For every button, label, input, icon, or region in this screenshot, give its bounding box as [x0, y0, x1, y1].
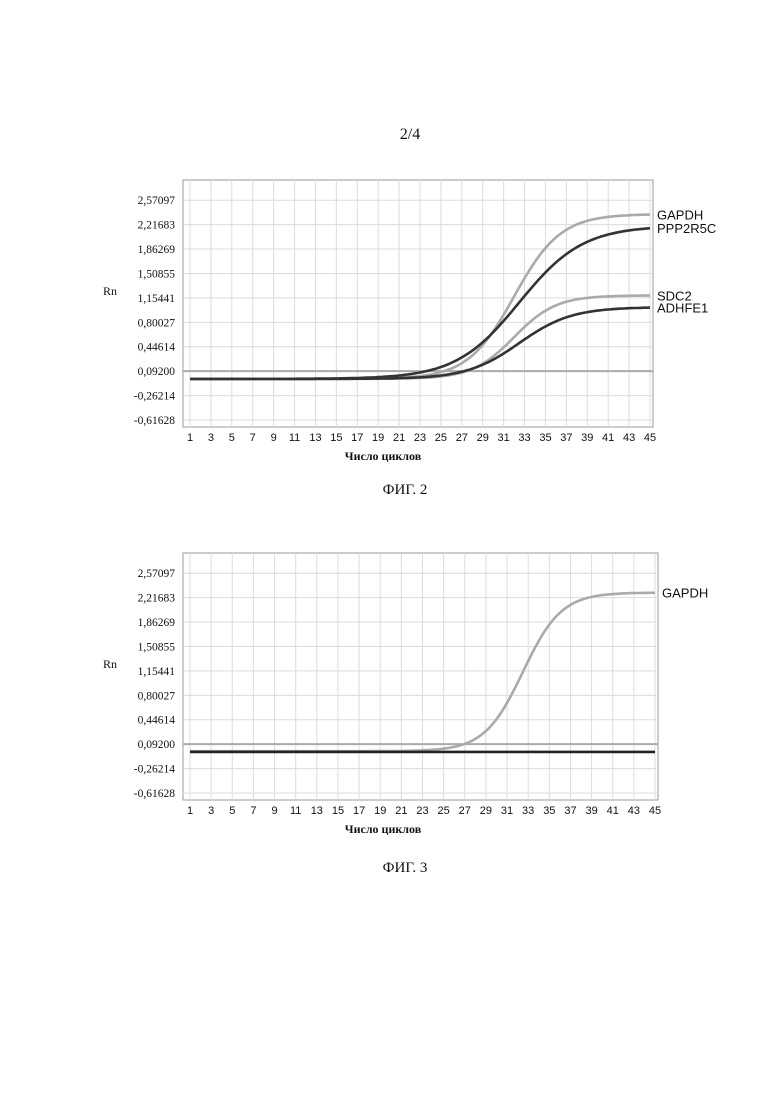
x-tick-label: 27: [459, 805, 471, 817]
x-tick-label: 35: [543, 805, 555, 817]
x-tick-label: 45: [649, 805, 661, 817]
plot-frame: [183, 553, 658, 800]
x-tick-label: 5: [229, 432, 235, 444]
y-tick-label: 2,57097: [138, 195, 176, 207]
x-tick-label: 25: [438, 805, 450, 817]
x-tick-label: 43: [628, 805, 640, 817]
x-tick-label: 9: [271, 432, 277, 444]
x-tick-label: 21: [393, 432, 405, 444]
x-tick-label: 13: [309, 432, 321, 444]
x-tick-label: 1: [187, 805, 193, 817]
y-tick-label: 0,09200: [138, 739, 176, 751]
series-label-gapdh: GAPDH: [662, 586, 708, 601]
x-tick-label: 33: [522, 805, 534, 817]
x-tick-label: 21: [395, 805, 407, 817]
y-tick-label: 2,57097: [138, 568, 176, 580]
y-tick-label: 1,50855: [138, 268, 176, 280]
x-tick-label: 3: [208, 805, 214, 817]
x-tick-label: 31: [501, 805, 513, 817]
x-tick-label: 37: [560, 432, 572, 444]
x-tick-label: 9: [271, 805, 277, 817]
y-tick-label: 0,09200: [138, 366, 176, 378]
plot-frame: [183, 180, 653, 427]
x-tick-label: 19: [374, 805, 386, 817]
y-tick-label: 2,21683: [138, 220, 176, 232]
x-tick-label: 17: [353, 805, 365, 817]
y-tick-label: 2,21683: [138, 593, 176, 605]
series-label-ppp2r5c: PPP2R5C: [657, 221, 716, 236]
x-tick-label: 41: [602, 432, 614, 444]
page-number: 2/4: [0, 126, 780, 144]
x-tick-label: 23: [414, 432, 426, 444]
x-tick-label: 37: [564, 805, 576, 817]
figure-caption-fig3: ФИГ. 3: [0, 860, 780, 877]
y-tick-label: -0,26214: [134, 764, 175, 776]
x-tick-label: 39: [585, 805, 597, 817]
x-tick-label: 15: [332, 805, 344, 817]
y-tick-label: -0,61628: [134, 415, 175, 427]
x-tick-label: 27: [456, 432, 468, 444]
figure-caption-fig2: ФИГ. 2: [0, 482, 780, 499]
x-tick-label: 15: [330, 432, 342, 444]
chart-fig3: 2,57097 2,21683 1,86269 1,50855 1,15441 0,800…: [0, 553, 780, 843]
x-tick-label: 29: [480, 805, 492, 817]
x-tick-label: 11: [289, 432, 300, 444]
x-tick-label: 19: [372, 432, 384, 444]
x-tick-label: 13: [311, 805, 323, 817]
x-tick-label: 41: [607, 805, 619, 817]
x-tick-label: 33: [518, 432, 530, 444]
x-axis-label: Число циклов: [345, 449, 422, 463]
x-tick-label: 35: [539, 432, 551, 444]
x-tick-label: 7: [250, 805, 256, 817]
series-label-adhfe1: ADHFE1: [657, 301, 708, 316]
x-tick-label: 45: [644, 432, 656, 444]
y-tick-label: -0,26214: [134, 391, 175, 403]
x-tick-label: 31: [498, 432, 510, 444]
x-tick-label: 23: [416, 805, 428, 817]
x-tick-label: 5: [229, 805, 235, 817]
x-tick-label: 7: [250, 432, 256, 444]
x-tick-label: 3: [208, 432, 214, 444]
y-tick-label: 1,15441: [138, 293, 176, 305]
y-tick-label: 1,15441: [138, 666, 176, 678]
x-tick-label: 43: [623, 432, 635, 444]
y-tick-label: 1,50855: [138, 641, 176, 653]
chart-fig2: 2,57097 2,21683 1,86269 1,50855 1,15441 0,800…: [0, 180, 780, 470]
y-tick-label: 1,86269: [138, 617, 176, 629]
x-tick-label: 39: [581, 432, 593, 444]
y-axis-label: Rn: [103, 657, 117, 671]
x-tick-label: 29: [477, 432, 489, 444]
x-axis-label: Число циклов: [345, 822, 422, 836]
y-axis-label: Rn: [103, 284, 117, 298]
y-tick-label: 0,80027: [138, 317, 176, 329]
y-tick-label: 0,80027: [138, 690, 176, 702]
x-tick-label: 11: [290, 805, 301, 817]
x-tick-label: 25: [435, 432, 447, 444]
x-tick-label: 1: [187, 432, 193, 444]
y-tick-label: 0,44614: [138, 715, 176, 727]
x-tick-label: 17: [351, 432, 363, 444]
y-tick-label: 0,44614: [138, 342, 176, 354]
y-tick-label: -0,61628: [134, 788, 175, 800]
y-tick-label: 1,86269: [138, 244, 176, 256]
